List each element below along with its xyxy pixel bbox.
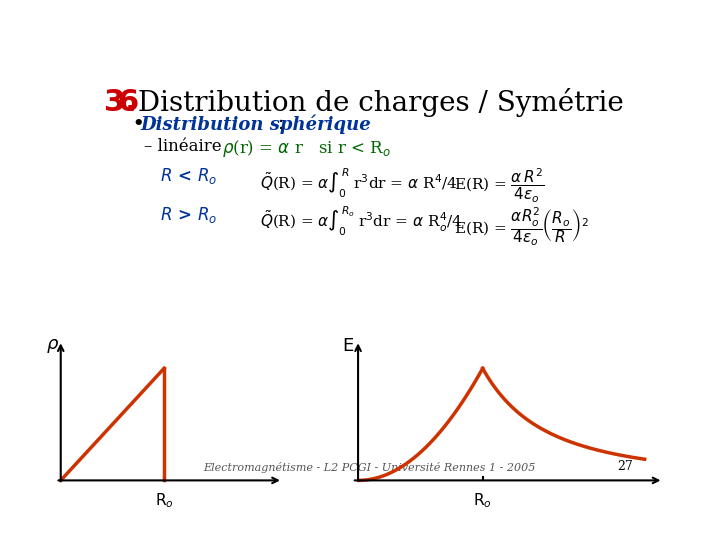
Text: •: • bbox=[132, 115, 150, 133]
Text: $\rho$(r) = $\alpha$ r   si r < R$_o$: $\rho$(r) = $\alpha$ r si r < R$_o$ bbox=[222, 138, 391, 159]
Text: $R$ > $R_o$: $R$ > $R_o$ bbox=[160, 205, 217, 225]
Text: Electromagnétisme - L2 PCGI - Université Rennes 1 - 2005: Electromagnétisme - L2 PCGI - Université… bbox=[203, 462, 535, 473]
Text: E(R) = $\dfrac{\alpha R_o^2}{4\varepsilon_o}$$\left(\dfrac{R_o}{R}\right)^2$: E(R) = $\dfrac{\alpha R_o^2}{4\varepsilo… bbox=[454, 205, 589, 248]
Text: R$_o$: R$_o$ bbox=[473, 491, 492, 510]
Text: – linéaire: – linéaire bbox=[144, 138, 222, 155]
Text: 3.: 3. bbox=[104, 88, 137, 117]
Text: :: : bbox=[277, 115, 284, 133]
Text: $\tilde{Q}$(R) = $\alpha\int_0^{R_o}$ r$^3$dr = $\alpha$ R$_o^4$/4: $\tilde{Q}$(R) = $\alpha\int_0^{R_o}$ r$… bbox=[261, 205, 463, 238]
Text: $\tilde{Q}$(R) = $\alpha\int_0^R$ r$^3$dr = $\alpha$ R$^4$/4: $\tilde{Q}$(R) = $\alpha\int_0^R$ r$^3$d… bbox=[261, 166, 458, 200]
Text: Distribution de charges / Symétrie: Distribution de charges / Symétrie bbox=[129, 88, 624, 117]
Text: E: E bbox=[343, 337, 354, 355]
Text: $R$ < $R_o$: $R$ < $R_o$ bbox=[160, 166, 217, 186]
Text: 27: 27 bbox=[617, 460, 632, 473]
Text: $\rho$: $\rho$ bbox=[46, 337, 59, 355]
Text: 6: 6 bbox=[117, 88, 138, 117]
Text: R$_o$: R$_o$ bbox=[155, 491, 174, 510]
Text: E(R) = $\dfrac{\alpha\, R^2}{4\varepsilon_o}$: E(R) = $\dfrac{\alpha\, R^2}{4\varepsilo… bbox=[454, 166, 545, 205]
Text: Distribution sphérique: Distribution sphérique bbox=[140, 115, 371, 134]
